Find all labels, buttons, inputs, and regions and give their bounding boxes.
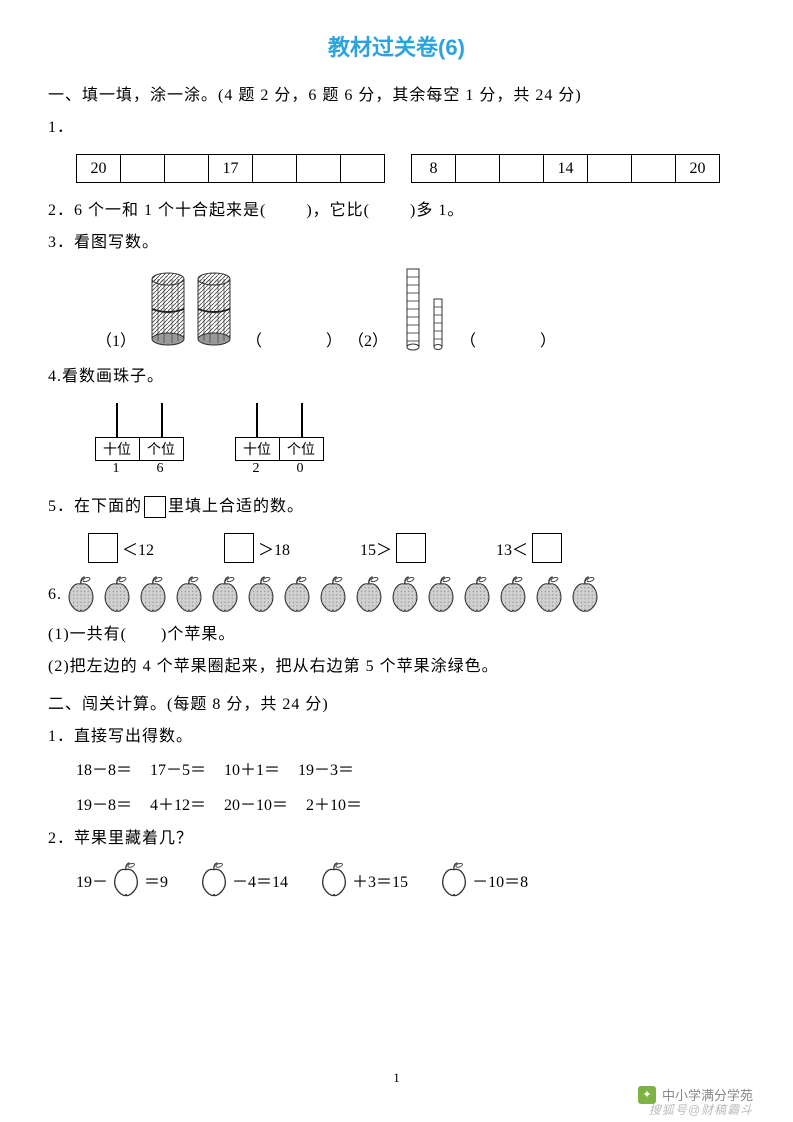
apple-icon <box>531 575 567 615</box>
q5-item-4: 13＜ <box>496 533 562 563</box>
table-cell <box>588 155 632 183</box>
q5-label-a: 5．在下面的 <box>48 498 142 515</box>
abacus-a-tens: 1 <box>94 461 138 477</box>
apple-icon <box>459 575 495 615</box>
q5-label-b: 里填上合适的数。 <box>168 498 304 515</box>
equation: 2＋10＝ <box>306 797 362 814</box>
rod-icon <box>404 267 444 351</box>
apple-icon <box>387 575 423 615</box>
q5-item-2: ＞18 <box>224 533 290 563</box>
apple-equation: ＋3＝15 <box>316 861 408 899</box>
apple-equation: 19－＝9 <box>76 861 168 899</box>
equation: 17－5＝ <box>150 762 206 779</box>
q3-p2-blank: （ ） <box>460 327 556 351</box>
q3-p1-blank: （ ） <box>246 327 342 351</box>
q2-b: )，它比( <box>306 202 370 219</box>
abacus-b-ones: 0 <box>278 461 322 477</box>
q4-label: 4.看数画珠子。 <box>48 361 745 393</box>
section2-header: 二、闯关计算。(每题 8 分，共 24 分) <box>48 689 745 721</box>
apple-icon <box>279 575 315 615</box>
table-cell <box>253 155 297 183</box>
q1-label: 1． <box>48 112 745 144</box>
table-cell: 20 <box>77 155 121 183</box>
apple-icon <box>567 575 603 615</box>
table-cell <box>341 155 385 183</box>
apple-icon <box>243 575 279 615</box>
bundle-icon <box>148 271 234 351</box>
apple-icon <box>315 575 351 615</box>
equation: 19－3＝ <box>298 762 354 779</box>
apple-equation: －10＝8 <box>436 861 528 899</box>
table-cell: 17 <box>209 155 253 183</box>
watermark-2: 搜狐号@财稿霸斗 <box>649 1101 753 1118</box>
table-cell <box>297 155 341 183</box>
abacus-b: 十位 个位 2 0 <box>234 403 324 477</box>
q3-p1-prefix: （1） <box>96 327 136 351</box>
s2-q2-items: 19－＝9 －4＝14 ＋3＝15 －10＝8 <box>76 861 745 899</box>
table-cell <box>500 155 544 183</box>
section1-header: 一、填一填，涂一涂。(4 题 2 分，6 题 6 分，其余每空 1 分，共 24… <box>48 80 745 112</box>
s2-q1-row2: 19－8＝ 4＋12＝ 20－10＝ 2＋10＝ <box>76 788 745 823</box>
apple-outline-icon <box>316 861 352 899</box>
q3-label: 3．看图写数。 <box>48 227 745 259</box>
box-icon <box>144 496 166 518</box>
equation: 20－10＝ <box>224 797 288 814</box>
table-cell: 14 <box>544 155 588 183</box>
q4-abaci: 十位 个位 1 6 十位 个位 2 0 <box>94 403 745 477</box>
apple-outline-icon <box>108 861 144 899</box>
equation: 10＋1＝ <box>224 762 280 779</box>
s2-q2-label: 2．苹果里藏着几？ <box>48 823 745 855</box>
q5-item-1: ＜12 <box>88 533 154 563</box>
label-tens: 十位 <box>235 438 279 461</box>
apple-outline-icon <box>436 861 472 899</box>
page-title: 教材过关卷(6) <box>48 30 745 62</box>
abacus-b-tens: 2 <box>234 461 278 477</box>
equation: 19－8＝ <box>76 797 132 814</box>
q6-prefix: 6. <box>48 587 62 603</box>
q3-p2-prefix: （2） <box>348 327 388 351</box>
s2-q1-row1: 18－8＝ 17－5＝ 10＋1＝ 19－3＝ <box>76 753 745 788</box>
abacus-a: 十位 个位 1 6 <box>94 403 184 477</box>
equation: 18－8＝ <box>76 762 132 779</box>
label-tens: 十位 <box>95 438 139 461</box>
s2-q1-label: 1．直接写出得数。 <box>48 721 745 753</box>
q2-a: 2．6 个一和 1 个十合起来是( <box>48 202 266 219</box>
q5-item-3: 15＞ <box>360 533 426 563</box>
q6-row: 6. <box>48 575 745 615</box>
q1-table-b: 8 14 20 <box>411 154 720 183</box>
apple-icon <box>99 575 135 615</box>
table-cell: 20 <box>676 155 720 183</box>
q2-c: )多 1。 <box>410 202 464 219</box>
equation: 4＋12＝ <box>150 797 206 814</box>
q5-label: 5．在下面的 里填上合适的数。 <box>48 491 745 523</box>
q3-figures: （1） （ <box>96 267 745 351</box>
table-cell <box>632 155 676 183</box>
page-number: 1 <box>0 1070 793 1086</box>
abacus-a-ones: 6 <box>138 461 182 477</box>
label-ones: 个位 <box>279 438 323 461</box>
q1-tables: 2017 81420 <box>76 154 745 183</box>
apple-equation: －4＝14 <box>196 861 288 899</box>
table-cell: 8 <box>412 155 456 183</box>
apple-outline-icon <box>196 861 232 899</box>
table-cell <box>121 155 165 183</box>
apple-icon <box>351 575 387 615</box>
q2-text: 2．6 个一和 1 个十合起来是( )，它比( )多 1。 <box>48 195 745 227</box>
q6-sub2: (2)把左边的 4 个苹果圈起来，把从右边第 5 个苹果涂绿色。 <box>48 651 745 683</box>
apple-icon <box>135 575 171 615</box>
label-ones: 个位 <box>139 438 183 461</box>
apple-icon <box>207 575 243 615</box>
apple-icon <box>423 575 459 615</box>
apple-icon <box>495 575 531 615</box>
table-cell <box>165 155 209 183</box>
q5-items: ＜12 ＞18 15＞ 13＜ <box>88 533 745 563</box>
q6-sub1: (1)一共有( )个苹果。 <box>48 619 745 651</box>
table-cell <box>456 155 500 183</box>
q1-table-a: 2017 <box>76 154 385 183</box>
apple-icon <box>171 575 207 615</box>
apple-icon <box>63 575 99 615</box>
